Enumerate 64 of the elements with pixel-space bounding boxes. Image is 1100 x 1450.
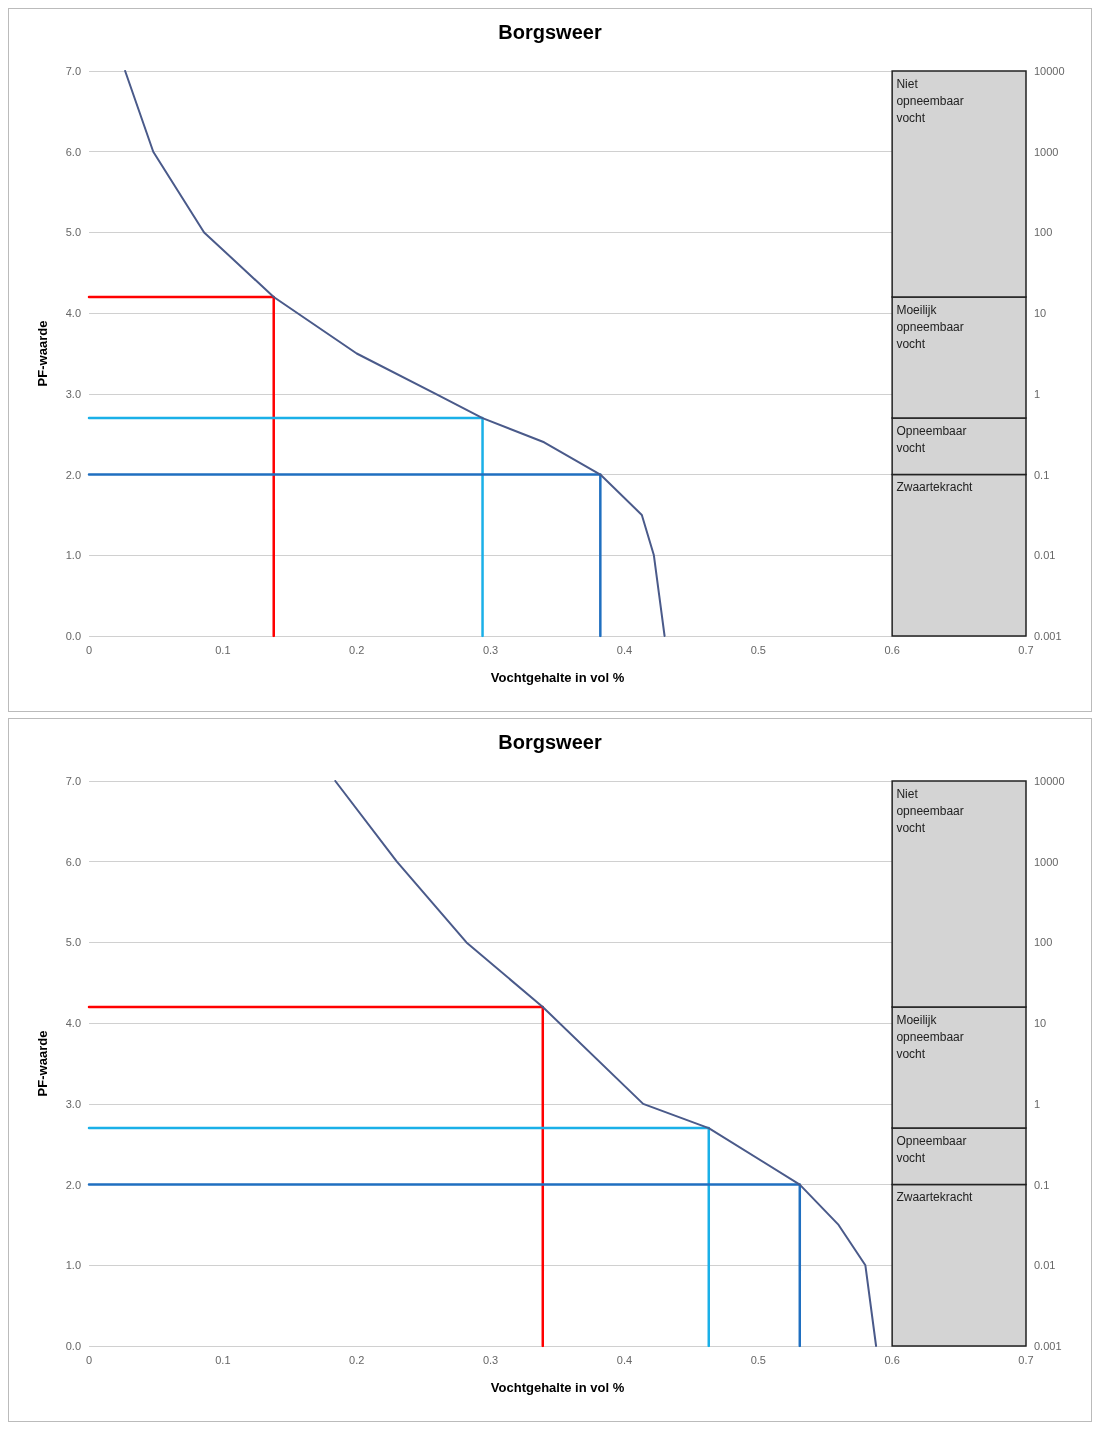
- y2-tick-label: 0.1: [1034, 1178, 1050, 1191]
- band-label: Moeilijk opneembaar vocht: [896, 302, 968, 351]
- y2-tick-label: 0.001: [1034, 1340, 1062, 1352]
- x-tick-label: 0.6: [884, 643, 900, 656]
- y-tick-label: 5.0: [65, 226, 81, 239]
- y2-tick-label: 0.01: [1034, 1259, 1056, 1272]
- y2-tick-label: 100: [1034, 936, 1053, 949]
- y-tick-label: 1.0: [65, 549, 81, 562]
- y2-tick-label: 0.1: [1034, 468, 1050, 481]
- y-tick-label: 0.0: [65, 1340, 81, 1352]
- y-tick-label: 6.0: [65, 855, 81, 868]
- y-tick-label: 1.0: [65, 1259, 81, 1272]
- band-label: Niet opneembaar vocht: [896, 76, 968, 125]
- y-axis-title: PF-waarde: [35, 320, 50, 387]
- x-tick-label: 0.4: [616, 643, 633, 656]
- x-tick-label: 0.7: [1018, 643, 1034, 656]
- x-tick-label: 0.4: [616, 1353, 633, 1366]
- band-label: Moeilijk opneembaar vocht: [896, 1012, 968, 1061]
- x-tick-label: 0.3: [482, 643, 499, 656]
- x-tick-label: 0.5: [750, 1353, 766, 1366]
- y2-tick-label: 10000: [1034, 775, 1065, 787]
- y2-tick-label: 10: [1034, 1017, 1047, 1030]
- x-tick-label: 0.5: [750, 643, 766, 656]
- band-label: Opneembaar vocht: [896, 1133, 970, 1165]
- y-tick-label: 7.0: [65, 65, 81, 77]
- x-axis-title: Vochtgehalte in vol %: [490, 670, 625, 685]
- y-axis-title: PF-waarde: [35, 1030, 50, 1097]
- line-series: [124, 70, 666, 637]
- x-tick-label: 0.1: [215, 1353, 231, 1366]
- x-tick-label: 0.3: [482, 1353, 499, 1366]
- y2-tick-label: 10000: [1034, 65, 1065, 77]
- y2-tick-label: 0.01: [1034, 549, 1056, 562]
- y2-tick-label: 1: [1034, 387, 1041, 400]
- y-tick-label: 2.0: [65, 1178, 81, 1191]
- x-tick-label: 0.2: [349, 1353, 365, 1366]
- y-tick-label: 4.0: [65, 1017, 81, 1030]
- y2-tick-label: 1000: [1034, 855, 1059, 868]
- y-tick-label: 5.0: [65, 936, 81, 949]
- line-series: [334, 780, 878, 1347]
- band-label: Niet opneembaar vocht: [896, 786, 968, 835]
- x-axis-title: Vochtgehalte in vol %: [490, 1380, 625, 1395]
- y-tick-label: 2.0: [65, 468, 81, 481]
- band-label: Zwaartekracht: [896, 480, 974, 495]
- y2-tick-label: 100: [1034, 226, 1053, 239]
- x-tick-label: 0.2: [349, 643, 365, 656]
- y2-tick-label: 1: [1034, 1097, 1041, 1110]
- y2-tick-label: 0.001: [1034, 630, 1062, 642]
- y2-tick-label: 10: [1034, 307, 1047, 320]
- y-tick-label: 6.0: [65, 145, 81, 158]
- chart-title: Borgsweer: [498, 21, 602, 43]
- y-tick-label: 4.0: [65, 307, 81, 320]
- x-tick-label: 0.1: [215, 643, 231, 656]
- x-tick-label: 0: [85, 643, 93, 656]
- y-tick-label: 7.0: [65, 775, 81, 787]
- band-label: Opneembaar vocht: [896, 423, 970, 455]
- x-tick-label: 0: [85, 1353, 93, 1366]
- x-tick-label: 0.7: [1018, 1353, 1034, 1366]
- x-tick-label: 0.6: [884, 1353, 900, 1366]
- y-tick-label: 0.0: [65, 630, 81, 642]
- chart-title: Borgsweer: [498, 731, 602, 753]
- y-tick-label: 3.0: [65, 387, 81, 400]
- y-tick-label: 3.0: [65, 1097, 81, 1110]
- y2-tick-label: 1000: [1034, 145, 1059, 158]
- band-label: Zwaartekracht: [896, 1190, 974, 1205]
